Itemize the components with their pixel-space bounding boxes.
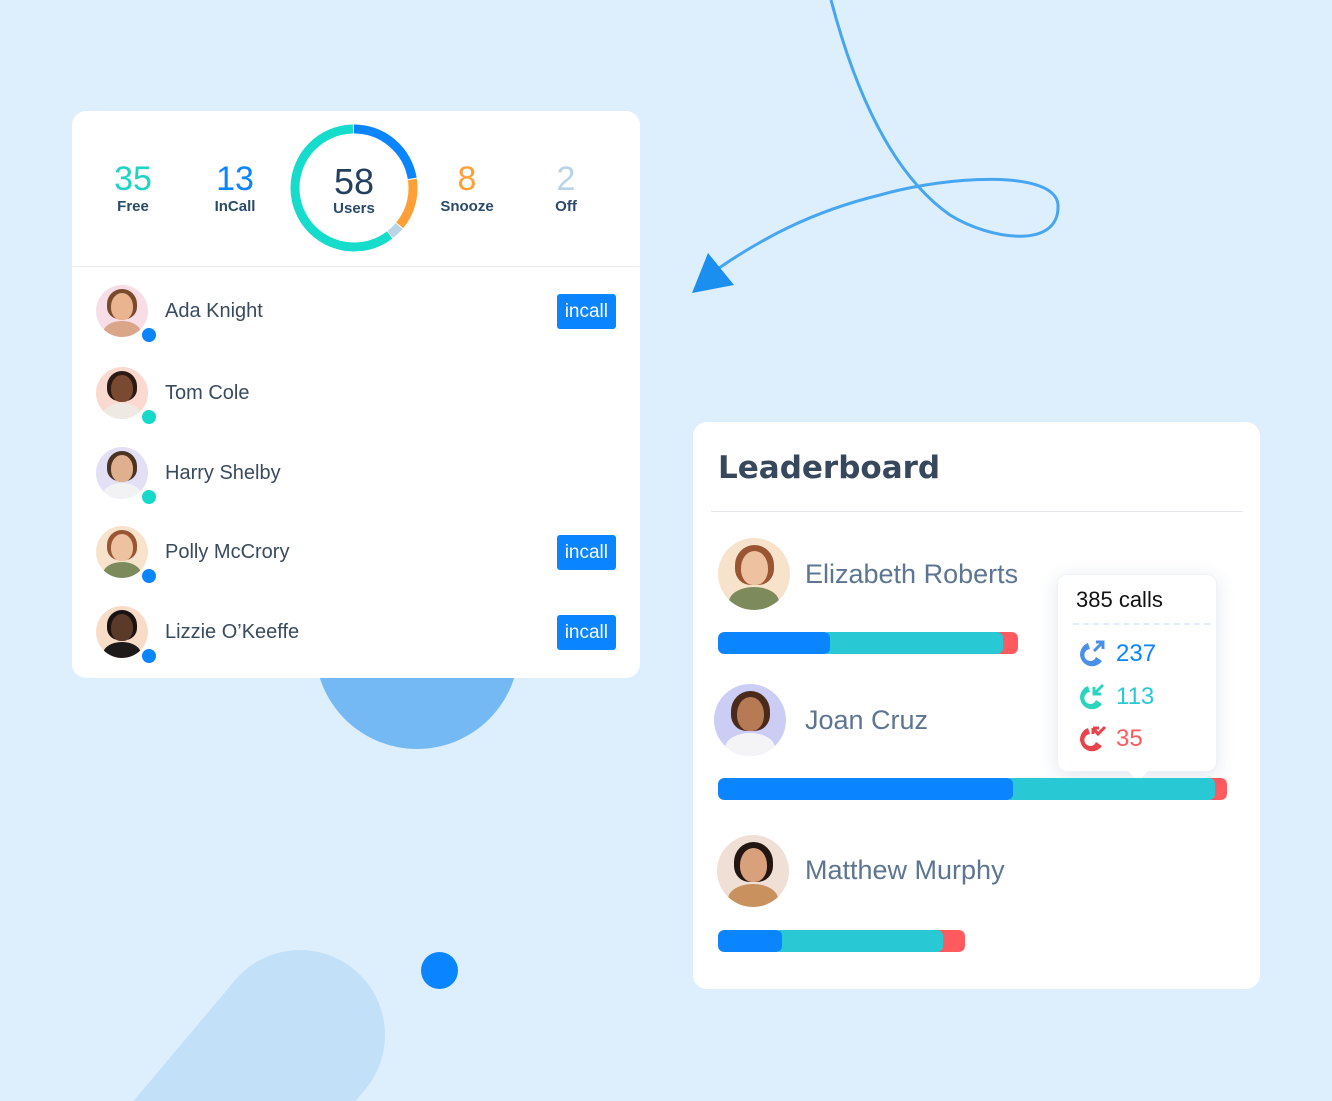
tooltip-total-calls: 385 calls [1076, 587, 1163, 612]
call-stats-bar[interactable] [718, 632, 1018, 654]
users-donut-chart [290, 124, 418, 252]
avatar [718, 538, 790, 610]
tooltip-incoming: 113 [1074, 680, 1154, 714]
stat-incall-value: 13 [216, 160, 254, 198]
outgoing-segment [718, 778, 1013, 800]
users-total-label: Users [333, 199, 375, 217]
leaderboard-card: Leaderboard Elizabeth Roberts Joan Cruz [693, 422, 1260, 989]
avatar [96, 606, 159, 666]
stat-free-value: 35 [114, 160, 152, 198]
leaderboard-title: Leaderboard [718, 450, 941, 486]
users-total-value: 58 [333, 160, 375, 202]
decorative-pill-shape [77, 915, 420, 1101]
incoming-segment [822, 632, 1003, 654]
incoming-segment [774, 930, 943, 952]
incall-badge[interactable]: incall [556, 614, 616, 650]
stat-off-label: Off [555, 198, 577, 215]
stat-free-label: Free [117, 198, 149, 215]
leader-name: Matthew Murphy [805, 855, 1005, 885]
agent-row[interactable]: Polly McCrory incall [96, 524, 616, 586]
status-dot [139, 566, 159, 586]
agent-name: Ada Knight [165, 299, 263, 322]
users-total: 58 Users [290, 124, 418, 252]
stat-incall[interactable]: 13 InCall [185, 161, 285, 215]
stat-off[interactable]: 2 Off [516, 161, 616, 215]
leader-name: Joan Cruz [805, 705, 929, 735]
tooltip-missed: 35 [1074, 722, 1143, 756]
agent-name: Lizzie O’Keeffe [165, 620, 300, 643]
tooltip-divider [1073, 623, 1210, 625]
agent-status-card: 35 Free 13 InCall 58 Users 8 Snooze 2 [72, 111, 640, 678]
avatar [717, 835, 789, 907]
agent-row[interactable]: Ada Knight incall [96, 283, 616, 345]
incoming-count: 113 [1116, 683, 1155, 710]
agent-row[interactable]: Tom Cole [96, 365, 616, 427]
status-dot [139, 325, 159, 345]
tooltip-outgoing: 237 [1074, 637, 1156, 671]
agent-row[interactable]: Lizzie O’Keeffe incall [96, 604, 616, 666]
call-stats-tooltip: 385 calls 237 113 35 [1057, 574, 1217, 781]
status-summary: 35 Free 13 InCall 58 Users 8 Snooze 2 [72, 111, 640, 267]
agent-row[interactable]: Harry Shelby [96, 445, 616, 507]
missed-count: 35 [1116, 725, 1143, 752]
stat-snooze-value: 8 [457, 160, 477, 198]
leader-name: Elizabeth Roberts [805, 559, 1019, 589]
stat-snooze-label: Snooze [440, 198, 494, 215]
status-dot [139, 407, 159, 427]
call-stats-bar[interactable] [718, 930, 965, 952]
status-dot [139, 646, 159, 666]
avatar [96, 526, 159, 586]
stat-incall-label: InCall [214, 198, 256, 215]
divider [711, 511, 1243, 512]
decorative-dot [421, 952, 458, 989]
outgoing-count: 237 [1116, 640, 1157, 667]
agent-name: Polly McCrory [165, 540, 290, 563]
stat-free[interactable]: 35 Free [83, 161, 183, 215]
stat-off-value: 2 [556, 160, 576, 198]
avatar [96, 447, 159, 507]
stat-snooze[interactable]: 8 Snooze [417, 161, 517, 215]
status-dot [139, 487, 159, 507]
call-stats-bar[interactable] [718, 778, 1227, 800]
incoming-segment [1005, 778, 1215, 800]
incoming-call-icon [1080, 683, 1105, 710]
incall-badge[interactable]: incall [556, 534, 616, 570]
outgoing-segment [718, 632, 830, 654]
avatar [714, 684, 786, 756]
agent-name: Tom Cole [165, 381, 250, 404]
outgoing-segment [718, 930, 782, 952]
incall-badge[interactable]: incall [556, 293, 616, 329]
avatar [96, 285, 159, 345]
missed-call-icon [1080, 725, 1107, 752]
agent-name: Harry Shelby [165, 461, 281, 484]
avatar [96, 367, 159, 427]
outgoing-call-icon [1080, 640, 1105, 667]
